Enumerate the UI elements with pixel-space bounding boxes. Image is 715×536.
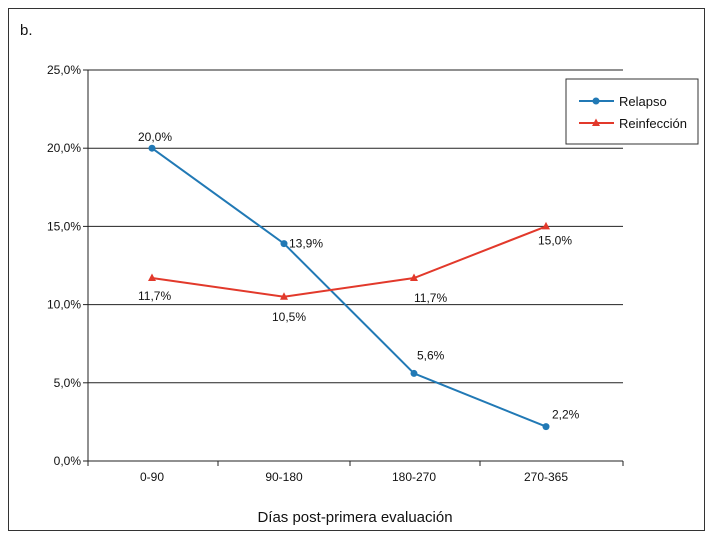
y-tick-label: 15,0% xyxy=(47,219,81,233)
data-label: 11,7% xyxy=(414,291,447,305)
data-point xyxy=(410,273,418,282)
relapso-line xyxy=(151,147,547,428)
data-label: 11,7% xyxy=(138,289,171,303)
legend-label: Reinfección xyxy=(619,116,687,131)
data-label: 15,0% xyxy=(538,233,572,247)
legend-label: Relapso xyxy=(619,94,667,109)
x-tick-label: 270-365 xyxy=(524,470,568,484)
data-point xyxy=(148,273,156,282)
x-tick-label: 0-90 xyxy=(140,470,164,484)
x-tick-label: 180-270 xyxy=(392,470,436,484)
legend-marker xyxy=(592,97,600,105)
data-point xyxy=(148,144,156,152)
data-point xyxy=(542,221,550,230)
y-tick-label: 5,0% xyxy=(54,376,82,390)
data-label: 5,6% xyxy=(417,348,445,362)
data-point xyxy=(280,292,288,300)
y-tick-label: 10,0% xyxy=(47,298,81,312)
legend-marker xyxy=(592,118,600,126)
x-axis-title: Días post-primera evaluación xyxy=(257,509,452,526)
gridlines xyxy=(88,69,623,384)
legend-box xyxy=(565,78,699,145)
data-labels: 20,0% 13,9% 5,6% 2,2% 11,7% 10,5% 11,7% 15,0% xyxy=(138,130,580,421)
data-label: 10,5% xyxy=(272,310,306,324)
data-label: 2,2% xyxy=(552,408,580,422)
data-point xyxy=(410,369,418,377)
y-tick-label: 25,0% xyxy=(47,63,81,77)
data-point xyxy=(280,240,288,248)
data-label: 13,9% xyxy=(289,237,323,251)
series xyxy=(148,144,550,431)
x-tick-label: 90-180 xyxy=(265,470,303,484)
data-point xyxy=(542,423,550,431)
legend: Relapso Reinfección xyxy=(565,78,699,145)
panel-label: b. xyxy=(20,22,33,39)
reinfeccion-line xyxy=(151,225,547,298)
axes: 0,0% 5,0% 10,0% 15,0% 20,0% 25,0% 0-90 90-180 18… xyxy=(47,63,624,484)
y-tick-label: 20,0% xyxy=(47,141,81,155)
data-label: 20,0% xyxy=(138,130,172,144)
y-tick-label: 0,0% xyxy=(54,454,82,468)
